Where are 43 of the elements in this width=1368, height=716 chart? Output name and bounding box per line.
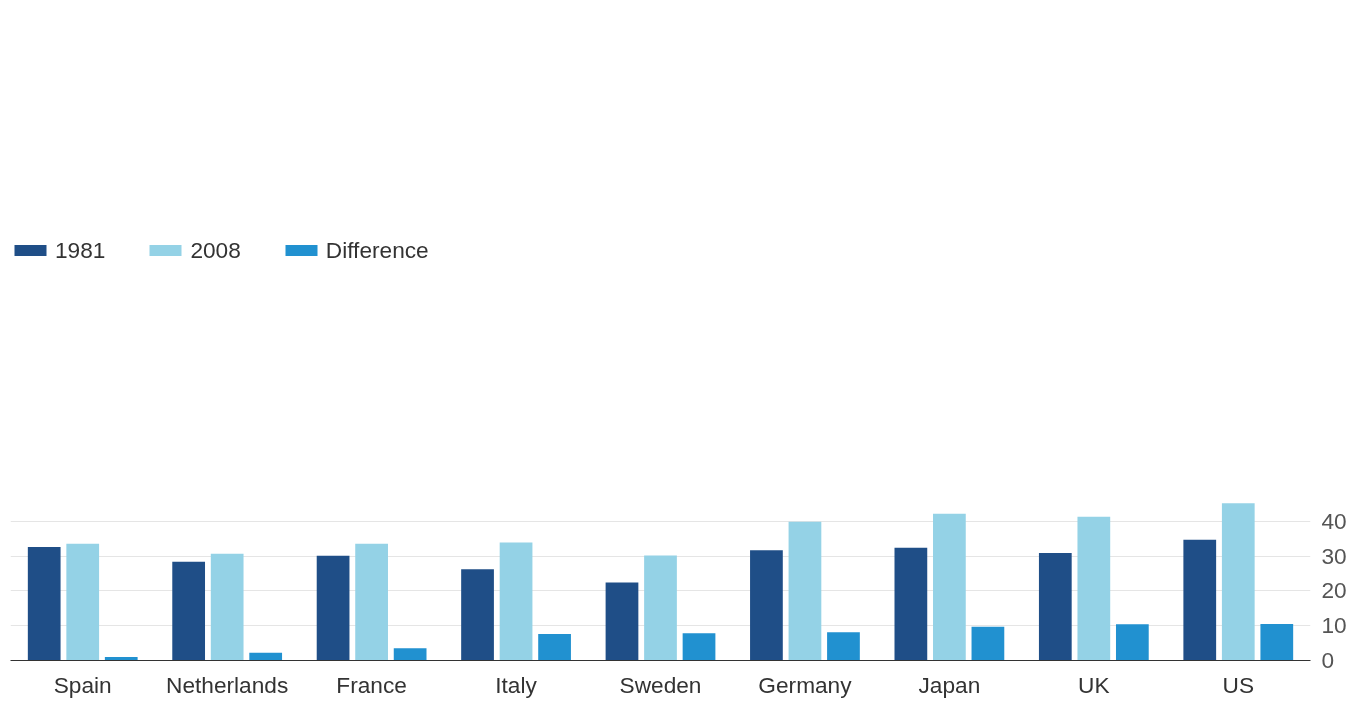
x-tick-label: Germany	[758, 671, 853, 698]
bar	[1183, 539, 1217, 661]
bar	[538, 634, 571, 661]
bar	[682, 633, 716, 661]
y-tick-label: 30	[1321, 542, 1347, 569]
bar	[1221, 503, 1255, 661]
bar	[1115, 624, 1149, 661]
bar	[27, 547, 61, 661]
bar	[461, 569, 494, 661]
bar	[249, 652, 283, 661]
bar	[605, 582, 639, 661]
bar	[894, 547, 928, 661]
x-tick-label: UK	[1078, 671, 1110, 698]
bar	[499, 542, 533, 661]
bar	[971, 626, 1005, 661]
bar	[355, 543, 388, 661]
y-tick-label: 10	[1321, 612, 1347, 639]
bar	[750, 550, 783, 661]
y-tick-label: 0	[1321, 647, 1335, 673]
bar	[66, 543, 100, 661]
legend-label: 1981	[55, 236, 106, 264]
bar	[1038, 553, 1072, 661]
bar	[393, 648, 427, 661]
x-tick-label: Sweden	[619, 671, 702, 698]
bar	[210, 553, 244, 661]
x-tick-label: Netherlands	[166, 671, 289, 698]
bar	[644, 555, 677, 661]
x-tick-label: Japan	[918, 671, 981, 698]
x-tick-label: Spain	[53, 671, 112, 698]
bar	[1077, 516, 1111, 661]
y-tick-label: 40	[1321, 507, 1347, 534]
legend-label: 2008	[190, 236, 241, 264]
x-tick-label: Italy	[495, 671, 538, 698]
bar	[1260, 623, 1294, 661]
bar	[827, 632, 860, 661]
bar	[788, 521, 822, 661]
bar	[316, 555, 350, 661]
y-tick-label: 20	[1321, 577, 1347, 604]
bar	[933, 513, 966, 661]
legend-label: Difference	[325, 236, 429, 264]
x-tick-label: US	[1222, 671, 1255, 698]
x-tick-label: France	[336, 671, 407, 698]
bar	[172, 561, 206, 661]
